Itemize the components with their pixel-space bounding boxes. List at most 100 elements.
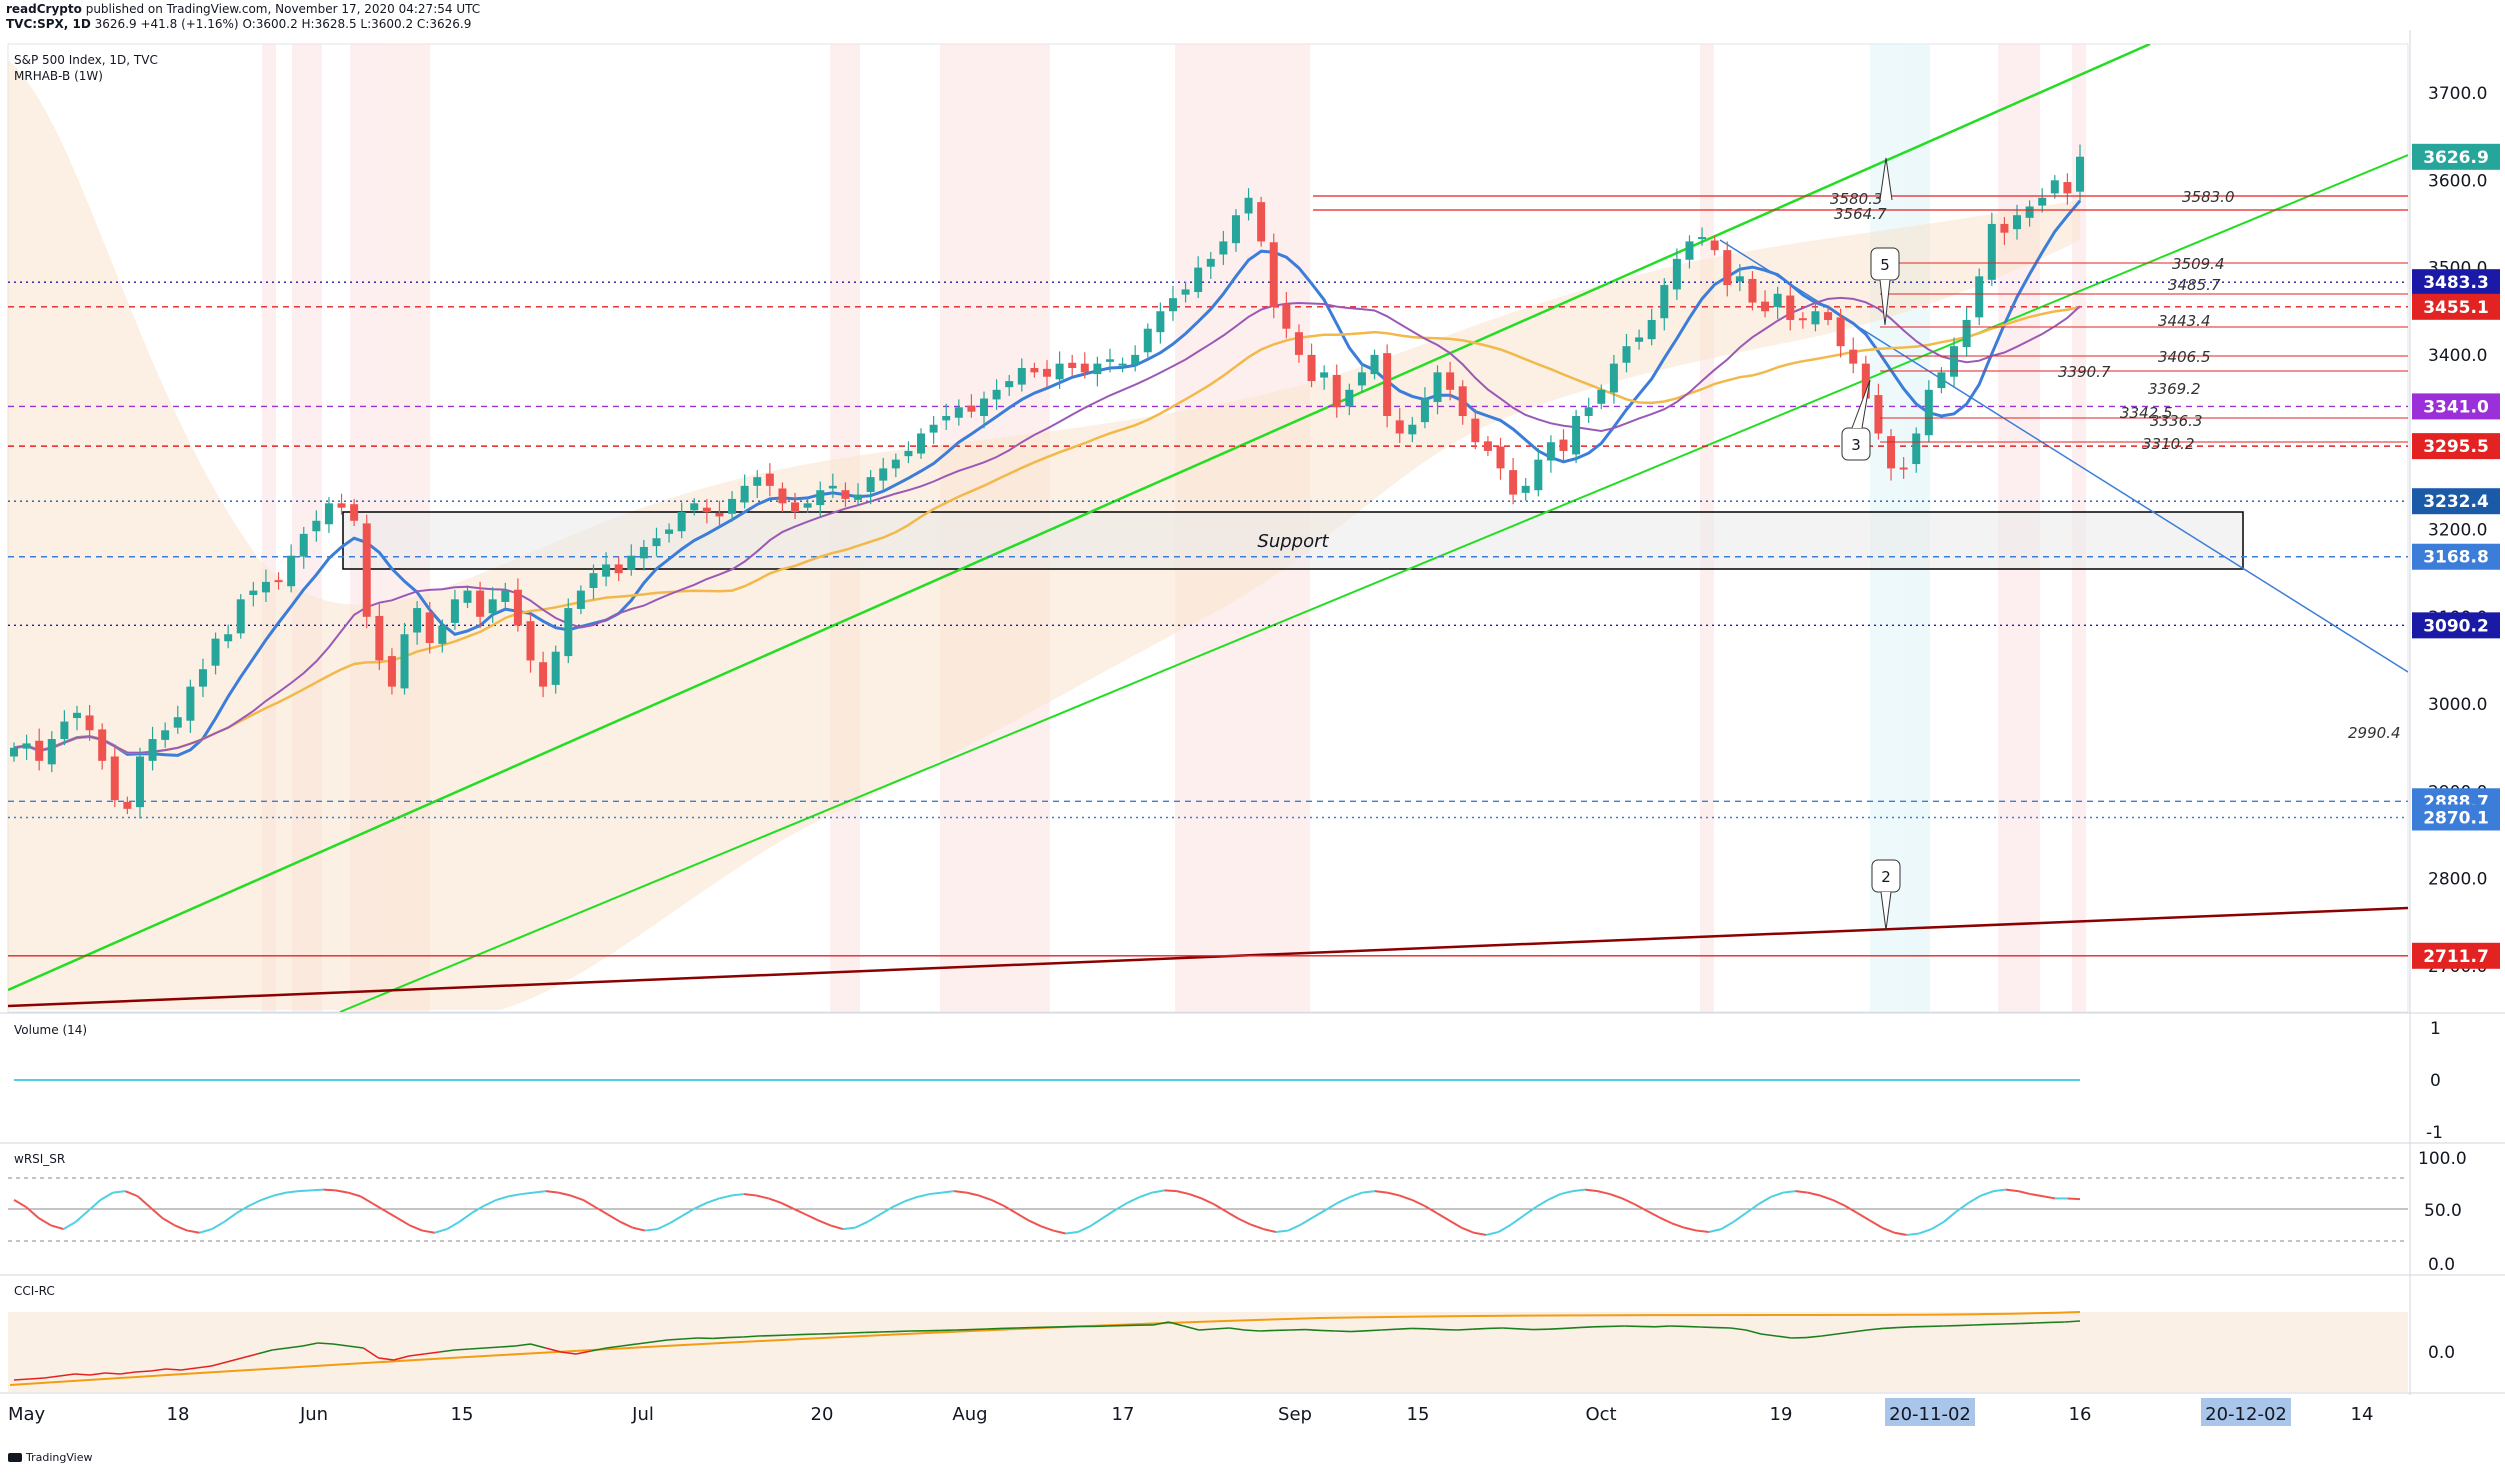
rsi-segment bbox=[2042, 1195, 2056, 1200]
candle-body bbox=[1005, 381, 1014, 388]
horizontal-levels bbox=[8, 281, 2408, 957]
candle-body bbox=[72, 712, 81, 719]
callout-pointer bbox=[1879, 157, 1893, 201]
callout-top[interactable] bbox=[1879, 157, 1893, 201]
rsi-segment bbox=[1696, 1229, 1709, 1234]
candle-body bbox=[463, 590, 472, 603]
rsi-segment bbox=[1980, 1190, 1994, 1197]
cci-segment bbox=[135, 1370, 151, 1373]
rsi-segment bbox=[1585, 1188, 1598, 1193]
cci-segment bbox=[575, 1350, 592, 1355]
green-channel-upper[interactable] bbox=[8, 44, 2151, 992]
candle-body bbox=[1672, 258, 1681, 290]
annot-3336: 3336.3 bbox=[2150, 412, 2203, 430]
rsi-segment bbox=[1324, 1201, 1339, 1211]
rsi-segment bbox=[1733, 1212, 1747, 1223]
candle-body bbox=[173, 717, 182, 728]
cci-segment bbox=[1563, 1326, 1579, 1330]
candlesticks bbox=[10, 144, 2084, 819]
rsi-segment bbox=[558, 1191, 571, 1197]
rsi-segment bbox=[1312, 1209, 1326, 1219]
level-tag-bg bbox=[2412, 293, 2500, 320]
candle-body bbox=[967, 405, 976, 412]
candle-body bbox=[1408, 424, 1417, 435]
cci-segment bbox=[241, 1353, 258, 1359]
dark-red-trend[interactable] bbox=[8, 906, 2408, 1008]
cci-segment bbox=[1806, 1335, 1822, 1339]
candle-body bbox=[803, 503, 812, 508]
cci-segment bbox=[469, 1347, 485, 1350]
ma-fast-line bbox=[13, 199, 2082, 757]
rsi-segment bbox=[2067, 1197, 2081, 1201]
candle-body bbox=[261, 581, 270, 593]
rsi-segment bbox=[1782, 1190, 1796, 1194]
annot-3406: 3406.5 bbox=[2158, 348, 2211, 366]
candle-body bbox=[60, 721, 69, 740]
price-axis[interactable]: 3700.03600.03500.03400.03300.03200.03100… bbox=[2428, 84, 2487, 977]
rsi-segment bbox=[966, 1191, 980, 1197]
price-tick: 3200.0 bbox=[2428, 521, 2487, 541]
rsi-segment bbox=[570, 1194, 584, 1201]
cci-segment bbox=[1183, 1325, 1200, 1331]
rsi-segment bbox=[1300, 1216, 1314, 1226]
cci-segment bbox=[332, 1343, 349, 1347]
candle-body bbox=[287, 555, 296, 587]
symbol-line: TVC:SPX, 1D 3626.9 +41.8 (+1.16%) O:3600… bbox=[6, 17, 480, 32]
candle-body bbox=[551, 651, 560, 685]
callout-2[interactable]: 2 bbox=[1871, 859, 1901, 931]
rsi-segment bbox=[1770, 1191, 1784, 1198]
rsi-segment bbox=[174, 1224, 188, 1232]
tradingview-logo-icon bbox=[8, 1453, 22, 1462]
candle-body bbox=[917, 433, 926, 454]
time-axis[interactable]: May 18 Jun 15 Jul 20 Aug 17 Sep 15 Oct 19 20-11-02 16… bbox=[8, 1398, 2373, 1426]
level-tag-text: 3341.0 bbox=[2423, 397, 2489, 417]
rsi-segment bbox=[756, 1194, 769, 1200]
callouts[interactable]: 5 3 2 bbox=[1841, 157, 1901, 931]
callout-5[interactable]: 5 bbox=[1870, 247, 1900, 326]
cci-segment bbox=[1897, 1326, 1913, 1329]
rsi-segment bbox=[954, 1190, 967, 1194]
callout-3[interactable]: 3 bbox=[1841, 379, 1871, 461]
cci-segment bbox=[591, 1347, 607, 1352]
rsi-segment bbox=[1535, 1199, 1549, 1209]
candle-body bbox=[1874, 395, 1883, 434]
candle-body bbox=[690, 503, 699, 511]
rsi-segment bbox=[62, 1220, 77, 1230]
time-tick: 15 bbox=[451, 1404, 474, 1425]
candle-body bbox=[1357, 372, 1366, 386]
publisher-name[interactable]: readCrypto bbox=[6, 2, 82, 16]
cci-segment bbox=[849, 1331, 865, 1334]
cci-segment bbox=[1684, 1325, 1701, 1328]
candle-body bbox=[1735, 276, 1744, 282]
candle-body bbox=[211, 638, 220, 666]
callout-text: 5 bbox=[1880, 256, 1890, 274]
cci-segment bbox=[1852, 1329, 1868, 1333]
cci-segment bbox=[165, 1368, 182, 1371]
rsi-segment bbox=[1955, 1202, 1970, 1213]
rsi-segment bbox=[990, 1198, 1005, 1207]
rsi-segment bbox=[1918, 1228, 1932, 1235]
candle-body bbox=[1798, 318, 1807, 321]
cci-segment bbox=[743, 1335, 759, 1338]
cci-segment bbox=[44, 1375, 60, 1379]
level-tag-text: 2870.1 bbox=[2423, 809, 2489, 829]
candle-body bbox=[1055, 363, 1064, 380]
cci-segment bbox=[1198, 1328, 1215, 1331]
candle-body bbox=[186, 686, 195, 721]
candle-body bbox=[1811, 311, 1820, 325]
rsi-title: wRSI_SR bbox=[14, 1152, 65, 1166]
level-tag-text: 3232.4 bbox=[2423, 492, 2489, 512]
candle-body bbox=[1609, 363, 1618, 393]
rsi-segment bbox=[1522, 1206, 1537, 1217]
candle-body bbox=[589, 573, 598, 588]
candle-body bbox=[1698, 237, 1707, 240]
candle-body bbox=[1471, 418, 1480, 443]
cci-segment bbox=[13, 1378, 30, 1381]
footer-brand[interactable]: TradingView bbox=[26, 1451, 93, 1464]
level-tag-bg bbox=[2412, 488, 2500, 515]
rsi-segment bbox=[1745, 1203, 1759, 1214]
cci-segment bbox=[682, 1337, 698, 1340]
green-channel-lower[interactable] bbox=[339, 154, 2408, 1012]
rsi-segment bbox=[904, 1196, 918, 1203]
